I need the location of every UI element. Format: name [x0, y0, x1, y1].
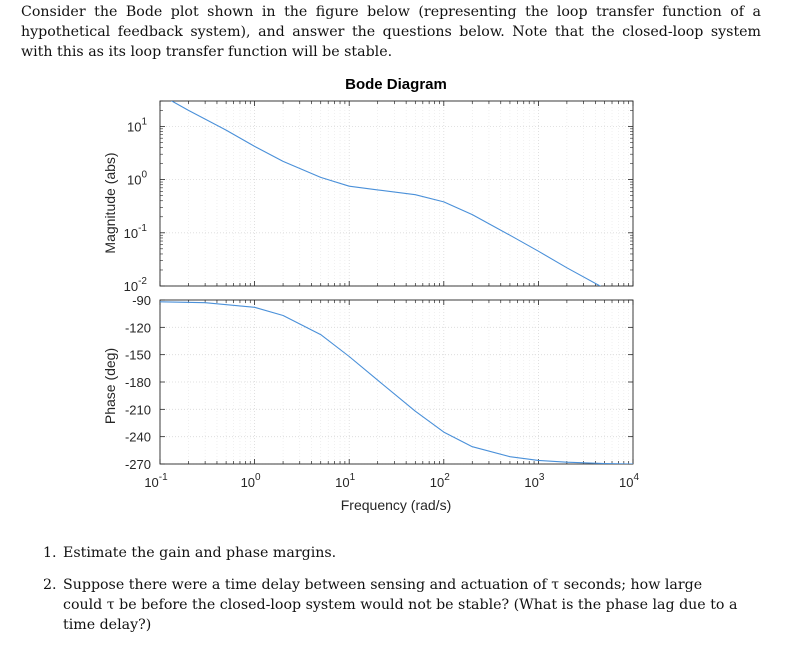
tick-base: 10 — [241, 475, 255, 490]
tick-exponent: 2 — [444, 472, 450, 483]
tick-base: 10 — [124, 226, 138, 241]
phase-curve — [160, 301, 633, 464]
x-tick-label: 103 — [524, 472, 544, 490]
phase-y-tick-label: -270 — [125, 457, 151, 472]
x-tick-label: 104 — [619, 472, 639, 490]
magnitude-curve — [170, 101, 602, 286]
question-1-text: Estimate the gain and phase margins. — [63, 545, 337, 561]
phase-y-tick-label: -90 — [132, 293, 151, 308]
tick-base: 10 — [430, 475, 444, 490]
question-1: 1. Estimate the gain and phase margins. — [43, 543, 743, 563]
tick-exponent: 0 — [255, 472, 261, 483]
question-2-number: 2. — [43, 577, 57, 593]
phase-axes-frame — [159, 299, 634, 465]
mag-y-tick-label: 100 — [127, 170, 147, 188]
x-tick-labels: 10-1 100 101 102 103 104 — [144, 472, 639, 490]
phase-y-tick-label: -150 — [125, 348, 151, 363]
tick-exponent: -2 — [138, 276, 147, 287]
tick-base: 10 — [124, 279, 138, 294]
x-axis-label: Frequency (rad/s) — [341, 497, 451, 513]
x-tick-label: 100 — [241, 472, 261, 490]
x-tick-label: 101 — [335, 472, 355, 490]
tick-base: 10 — [524, 475, 538, 490]
tick-exponent: 4 — [633, 472, 639, 483]
question-2: 2. Suppose there were a time delay betwe… — [43, 575, 743, 635]
tick-exponent: 1 — [141, 116, 147, 127]
phase-y-tick-label: -240 — [125, 430, 151, 445]
mag-y-tick-label: 10-1 — [124, 223, 148, 241]
tick-base: 10 — [144, 475, 158, 490]
question-2-text: Suppose there were a time delay between … — [63, 577, 738, 633]
chart-title: Bode Diagram — [345, 76, 447, 93]
tick-exponent: 1 — [350, 472, 356, 483]
problem-intro: Consider the Bode plot shown in the figu… — [21, 4, 761, 60]
tick-exponent: 3 — [539, 472, 545, 483]
x-tick-label: 102 — [430, 472, 450, 490]
phase-y-tick-label: -210 — [125, 402, 151, 417]
magnitude-y-label: Magnitude (abs) — [102, 152, 118, 253]
phase-y-tick-label: -180 — [125, 375, 151, 390]
phase-y-tick-label: -120 — [125, 320, 151, 335]
tick-exponent: -1 — [159, 472, 168, 483]
x-tick-label: 10-1 — [144, 472, 168, 490]
mag-plot-area — [160, 101, 633, 286]
tick-base: 10 — [127, 173, 141, 188]
tick-base: 10 — [335, 475, 349, 490]
phase-y-label: Phase (deg) — [102, 348, 118, 424]
tick-base: 10 — [619, 475, 633, 490]
tick-base: 10 — [127, 119, 141, 134]
mag-y-tick-label: 101 — [127, 116, 147, 134]
mag-y-tick-label: 10-2 — [124, 276, 148, 294]
tick-exponent: 0 — [141, 170, 147, 181]
mag-axes-frame — [159, 100, 634, 287]
phase-subplot: -90 -120 -150 -180 -210 -240 -270 — [125, 293, 634, 472]
tick-exponent: -1 — [138, 223, 147, 234]
question-1-number: 1. — [43, 545, 57, 561]
